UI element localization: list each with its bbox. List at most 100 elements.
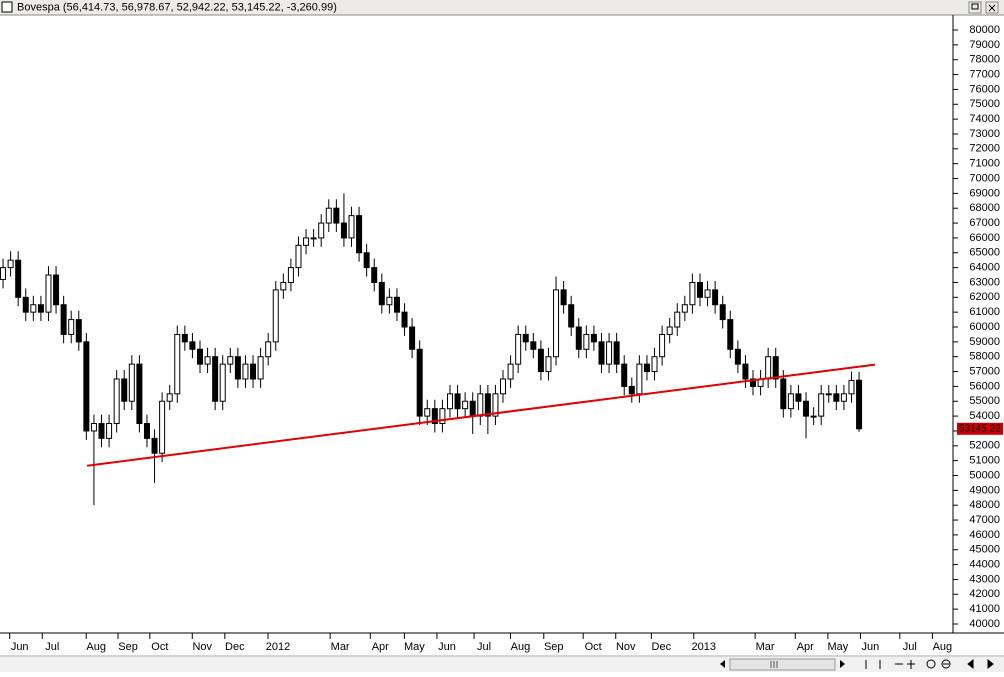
up-candle xyxy=(666,326,673,335)
up-candle xyxy=(704,289,711,298)
down-candle xyxy=(856,379,863,430)
x-tick-label: Jul xyxy=(903,641,917,653)
up-candle xyxy=(106,423,113,439)
y-tick-label: 62000 xyxy=(969,291,1000,303)
x-tick-label: 2013 xyxy=(692,641,716,653)
x-tick-label: Dec xyxy=(652,641,672,653)
up-candle xyxy=(674,311,681,328)
up-candle xyxy=(227,356,234,365)
down-candle xyxy=(772,356,779,380)
up-candle xyxy=(280,281,287,291)
up-candle xyxy=(128,363,135,402)
down-candle xyxy=(401,311,408,328)
up-candle xyxy=(325,207,332,224)
up-candle xyxy=(204,356,211,365)
y-tick-label: 65000 xyxy=(969,247,1000,259)
down-candle xyxy=(250,363,257,380)
down-candle xyxy=(833,393,840,402)
y-tick-label: 49000 xyxy=(969,484,1000,496)
down-candle xyxy=(143,423,150,439)
y-tick-label: 69000 xyxy=(969,187,1000,199)
down-candle xyxy=(643,363,650,373)
up-candle xyxy=(659,333,666,358)
toolbar-icons[interactable] xyxy=(865,658,994,670)
scrollbar[interactable] xyxy=(729,658,836,671)
x-tick-label: Mar xyxy=(331,641,350,653)
x-tick-label: Oct xyxy=(151,641,168,653)
trend-line xyxy=(86,363,876,467)
up-candle xyxy=(0,267,7,280)
y-tick-label: 55000 xyxy=(969,395,1000,407)
up-candle xyxy=(90,423,97,432)
down-candle xyxy=(136,363,143,425)
plot: 40000 41000 42000 43000 44000 45000 46000 47000… xyxy=(0,24,1003,653)
down-candle xyxy=(734,348,741,365)
down-candle xyxy=(727,319,734,350)
up-candle xyxy=(651,356,658,373)
up-candle xyxy=(318,222,325,239)
up-candle xyxy=(787,393,794,410)
down-candle xyxy=(613,341,620,365)
down-candle xyxy=(560,289,567,306)
y-tick-label: 59000 xyxy=(969,336,1000,348)
up-candle xyxy=(159,400,166,454)
y-tick-label: 56000 xyxy=(969,380,1000,392)
restore-icon xyxy=(971,3,979,10)
up-candle xyxy=(462,400,469,410)
y-tick-label: 67000 xyxy=(969,217,1000,229)
y-tick-label: 63000 xyxy=(969,276,1000,288)
up-candle xyxy=(265,341,272,358)
up-candle xyxy=(439,408,446,425)
y-tick-label: 74000 xyxy=(969,113,1000,125)
title-bar xyxy=(0,0,1004,15)
down-candle xyxy=(750,378,757,387)
y-tick-label: 48000 xyxy=(969,499,1000,511)
x-tick-label: Apr xyxy=(372,641,389,653)
x-tick-label: Apr xyxy=(797,641,814,653)
y-tick-label: 54000 xyxy=(969,410,1000,422)
zoom-in-icon[interactable] xyxy=(941,659,951,669)
down-candle xyxy=(590,333,597,343)
down-candle xyxy=(803,400,810,417)
down-candle xyxy=(22,296,29,313)
x-tick-label: Aug xyxy=(86,641,106,653)
up-candle xyxy=(257,356,264,380)
y-tick-label: 66000 xyxy=(969,232,1000,244)
down-candle xyxy=(393,296,400,313)
y-tick-label: 68000 xyxy=(969,202,1000,214)
up-candle xyxy=(446,393,453,410)
x-tick-label: Aug xyxy=(511,641,531,653)
zoom-out-icon[interactable] xyxy=(926,659,936,669)
down-candle xyxy=(575,326,582,350)
up-candle xyxy=(424,408,431,417)
down-candle xyxy=(719,304,726,321)
y-tick-label: 47000 xyxy=(969,514,1000,526)
x-tick-label: Sep xyxy=(118,641,138,653)
up-candle xyxy=(386,296,393,306)
down-candle xyxy=(75,319,82,343)
down-candle xyxy=(60,304,67,335)
up-candle xyxy=(295,244,302,269)
down-candle xyxy=(795,393,802,402)
down-candle xyxy=(333,207,340,224)
down-candle xyxy=(37,304,44,313)
up-candle xyxy=(477,393,484,417)
restore-button[interactable] xyxy=(968,1,982,14)
close-icon xyxy=(988,4,996,12)
down-candle xyxy=(234,356,241,380)
up-candle xyxy=(7,259,14,269)
x-tick-label: May xyxy=(404,641,425,653)
y-tick-label: 45000 xyxy=(969,544,1000,556)
y-tick-label: 75000 xyxy=(969,98,1000,110)
y-tick-label: 72000 xyxy=(969,143,1000,155)
down-candle xyxy=(454,393,461,410)
down-candle xyxy=(696,281,703,298)
y-tick-label: 77000 xyxy=(969,68,1000,80)
x-tick-label: Aug xyxy=(933,641,953,653)
up-candle xyxy=(765,356,772,380)
up-candle xyxy=(348,215,355,239)
up-candle xyxy=(303,237,310,246)
chart-title: Bovespa (56,414.73, 56,978.67, 52,942.22… xyxy=(17,1,337,13)
